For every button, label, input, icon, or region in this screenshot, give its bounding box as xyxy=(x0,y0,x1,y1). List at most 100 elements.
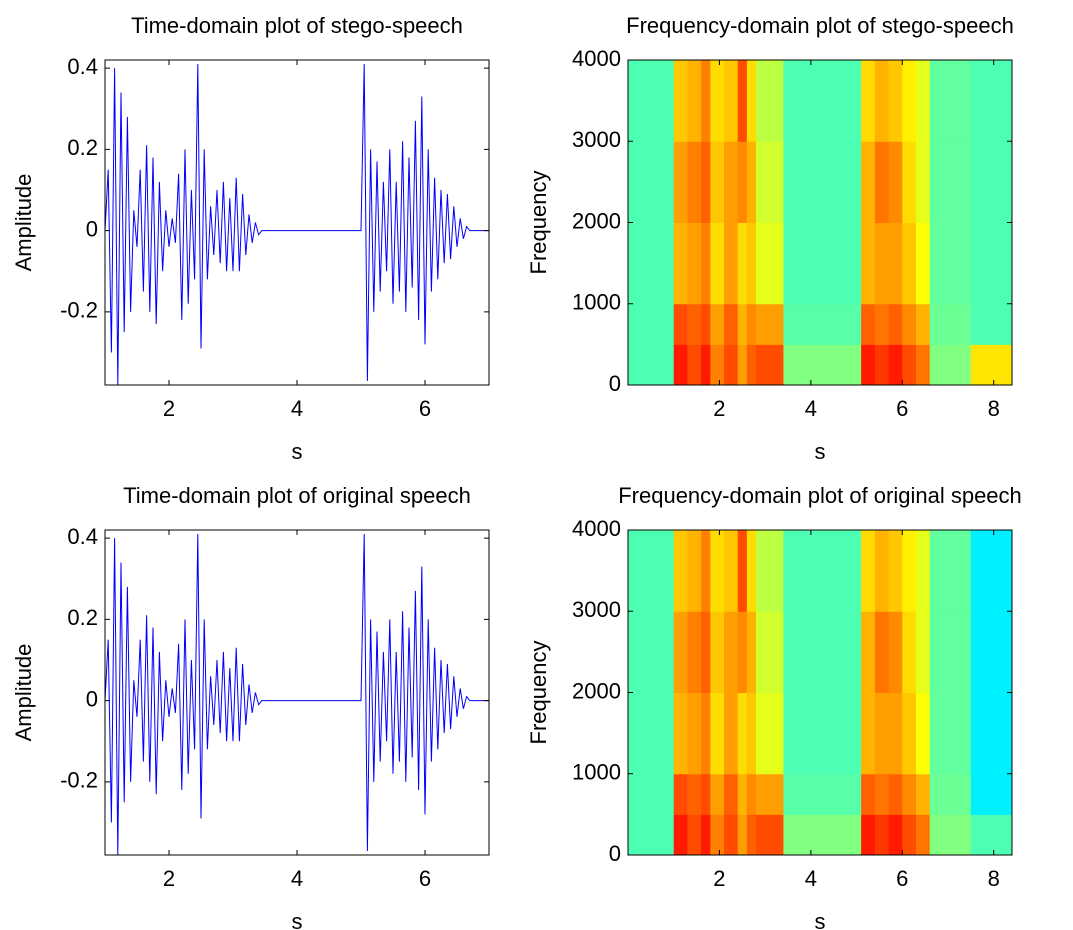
spectrogram-cell xyxy=(628,773,675,815)
spectrogram-cell xyxy=(756,344,784,386)
spectrogram-cell xyxy=(737,141,748,223)
spectrogram-cell xyxy=(783,60,862,142)
spectrogram-cell xyxy=(710,222,725,305)
subplot: 2 4 6 -0.2 0 0.2 0.4 Time-domain plot of origin… xyxy=(11,483,490,930)
y-tick-label: 0 xyxy=(609,841,621,866)
spectrogram-cell xyxy=(888,141,903,223)
spectrogram-cell xyxy=(746,344,757,386)
spectrogram-cell xyxy=(687,141,702,223)
waveform-line xyxy=(104,534,489,856)
spectrogram-cell xyxy=(687,60,702,142)
spectrogram-cell xyxy=(687,344,702,386)
spectrogram-cell xyxy=(710,692,725,775)
y-tick-label: 3000 xyxy=(572,597,621,622)
spectrogram-cell xyxy=(861,530,876,612)
spectrogram-cell xyxy=(673,303,688,345)
spectrogram-cell xyxy=(888,344,903,386)
spectrogram-cell xyxy=(737,222,748,305)
spectrogram-cell xyxy=(861,222,876,305)
spectrogram-cell xyxy=(737,692,748,775)
spectrogram-cell xyxy=(929,773,972,815)
spectrogram-cell xyxy=(929,60,972,142)
spectrogram-cell xyxy=(783,222,862,305)
y-tick-label: 2000 xyxy=(572,678,621,703)
spectrogram-cell xyxy=(874,814,890,856)
spectrogram-cell xyxy=(783,303,862,345)
x-axis-label: s xyxy=(815,909,826,930)
y-tick-label: 0 xyxy=(609,371,621,396)
spectrogram-cell xyxy=(628,611,675,693)
spectrogram-cell xyxy=(746,303,757,345)
y-tick-label: 0.4 xyxy=(67,524,98,549)
x-tick-label: 6 xyxy=(896,866,908,891)
x-axis-label: s xyxy=(292,909,303,930)
spectrogram-cell xyxy=(737,530,748,612)
spectrogram-cell xyxy=(970,344,1013,386)
chart-title: Time-domain plot of stego-speech xyxy=(131,13,463,38)
spectrogram-cell xyxy=(746,611,757,693)
spectrogram-cell xyxy=(673,60,688,142)
y-tick-label: -0.2 xyxy=(60,768,98,793)
spectrogram-cell xyxy=(687,814,702,856)
spectrogram-cell xyxy=(783,773,862,815)
spectrogram-cell xyxy=(628,303,675,345)
spectrogram-cell xyxy=(888,530,903,612)
spectrogram-cell xyxy=(756,530,784,612)
spectrogram-cell xyxy=(888,611,903,693)
spectrogram-cell xyxy=(929,303,972,345)
spectrogram-cell xyxy=(861,692,876,775)
y-tick-label: 3000 xyxy=(572,127,621,152)
spectrogram-cell xyxy=(874,530,890,612)
spectrogram-cell xyxy=(861,773,876,815)
spectrogram-cell xyxy=(746,773,757,815)
spectrogram-cell xyxy=(701,692,711,775)
y-tick-label: 0.2 xyxy=(67,135,98,160)
waveform-line xyxy=(104,64,489,386)
spectrogram-cell xyxy=(628,141,675,223)
spectrogram-cell xyxy=(902,611,917,693)
spectrogram-cell xyxy=(724,611,739,693)
spectrogram-cell xyxy=(710,344,725,386)
spectrogram-cell xyxy=(902,141,917,223)
y-tick-label: 4000 xyxy=(572,516,621,541)
spectrogram-cell xyxy=(874,141,890,223)
x-axis-label: s xyxy=(815,439,826,464)
spectrogram-cell xyxy=(970,222,1013,305)
spectrogram-cell xyxy=(724,141,739,223)
spectrogram-cell xyxy=(783,141,862,223)
spectrogram-cell xyxy=(861,814,876,856)
y-tick-label: 1000 xyxy=(572,760,621,785)
spectrogram-cell xyxy=(673,814,688,856)
spectrogram-cell xyxy=(916,692,931,775)
spectrogram-cell xyxy=(929,530,972,612)
spectrogram-cell xyxy=(970,611,1013,693)
spectrogram-cell xyxy=(970,141,1013,223)
spectrogram-cell xyxy=(888,222,903,305)
spectrogram-cell xyxy=(929,814,972,856)
y-tick-label: 0 xyxy=(86,216,98,241)
spectrogram-cell xyxy=(756,141,784,223)
spectrogram-cell xyxy=(724,773,739,815)
x-tick-label: 8 xyxy=(988,396,1000,421)
y-axis-label: Frequency xyxy=(526,171,551,275)
spectrogram-cell xyxy=(916,530,931,612)
x-tick-label: 4 xyxy=(291,396,303,421)
y-tick-label: -0.2 xyxy=(60,298,98,323)
spectrogram-cell xyxy=(916,60,931,142)
spectrogram-cell xyxy=(888,303,903,345)
y-tick-label: 0.2 xyxy=(67,605,98,630)
spectrogram-cell xyxy=(673,692,688,775)
spectrogram-cell xyxy=(724,303,739,345)
spectrogram-cell xyxy=(783,530,862,612)
y-tick-label: 0 xyxy=(86,686,98,711)
spectrogram-cell xyxy=(902,814,917,856)
spectrogram-cell xyxy=(861,344,876,386)
spectrogram-cell xyxy=(746,60,757,142)
spectrogram-cell xyxy=(701,814,711,856)
spectrogram-cell xyxy=(628,344,675,386)
spectrogram-cell xyxy=(724,344,739,386)
spectrogram-cell xyxy=(756,611,784,693)
